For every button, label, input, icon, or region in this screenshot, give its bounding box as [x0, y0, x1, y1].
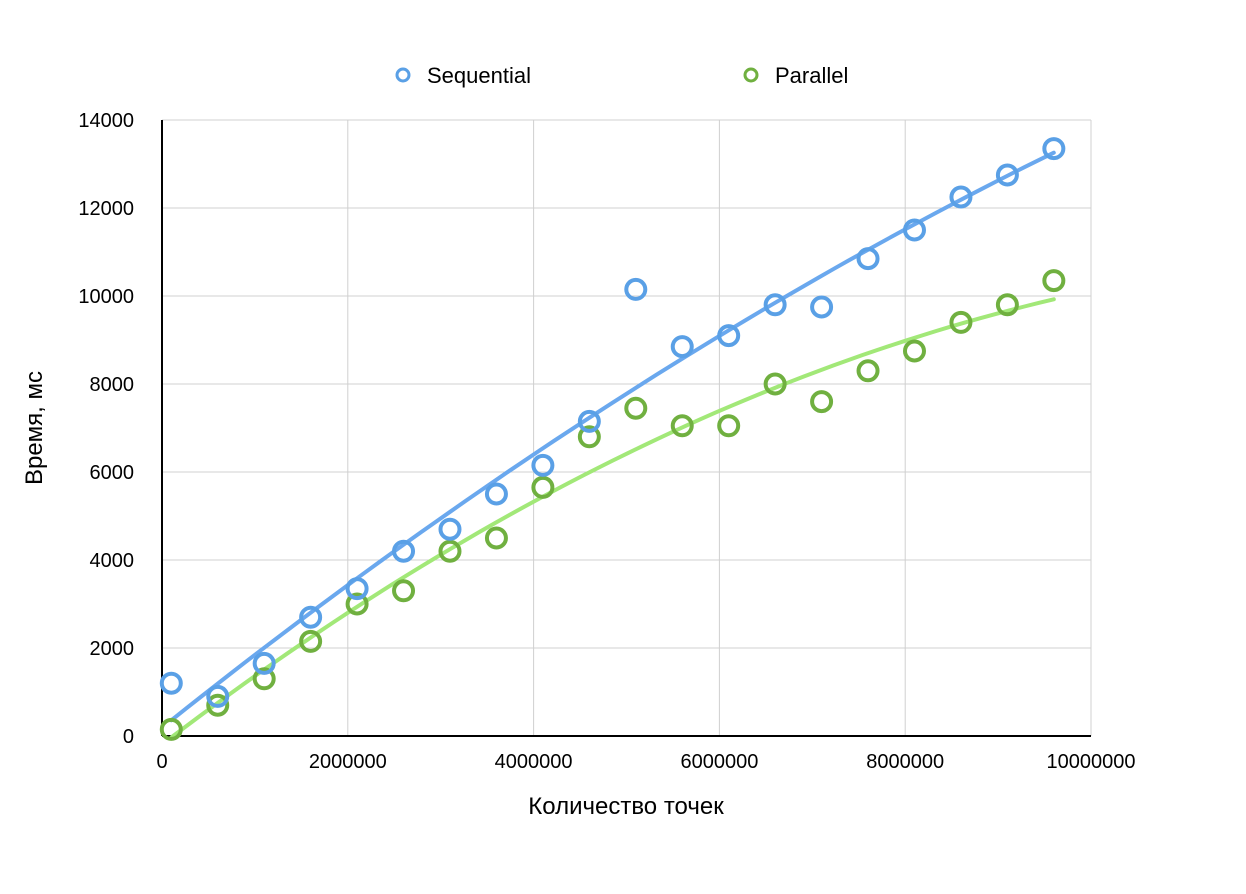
point-parallel — [1042, 269, 1066, 293]
x-tick-label: 4000000 — [495, 751, 573, 773]
point-sequential — [531, 453, 555, 477]
y-tick-labels: 0 2000 4000 6000 8000 10000 12000 14000 — [78, 110, 134, 748]
point-sequential — [624, 277, 648, 301]
x-tick-label: 8000000 — [866, 751, 944, 773]
legend-marker-parallel — [743, 67, 759, 83]
point-sequential — [902, 218, 926, 242]
point-sequential — [484, 482, 508, 506]
legend-label-sequential: Sequential — [427, 63, 531, 88]
point-sequential — [856, 247, 880, 271]
point-parallel — [392, 579, 416, 603]
point-parallel — [577, 425, 601, 449]
legend: Sequential Parallel — [395, 63, 848, 88]
y-axis-title: Время, мс — [21, 371, 48, 485]
y-tick-label: 8000 — [90, 374, 135, 396]
point-parallel — [624, 396, 648, 420]
point-parallel — [810, 390, 834, 414]
point-sequential — [670, 335, 694, 359]
y-tick-label: 0 — [123, 726, 134, 748]
y-tick-label: 14000 — [78, 110, 134, 132]
point-sequential — [438, 517, 462, 541]
point-sequential — [345, 577, 369, 601]
point-sequential — [252, 651, 276, 675]
point-parallel — [252, 667, 276, 691]
x-tick-labels: 0 2000000 4000000 6000000 8000000 10000000 — [156, 751, 1135, 773]
x-tick-label: 0 — [156, 751, 167, 773]
point-sequential — [949, 185, 973, 209]
data-points — [159, 137, 1066, 741]
point-parallel — [484, 526, 508, 550]
point-parallel — [902, 339, 926, 363]
point-sequential — [159, 671, 183, 695]
point-sequential — [299, 605, 323, 629]
trendline-parallel — [169, 297, 1056, 740]
point-parallel — [763, 372, 787, 396]
y-tick-label: 2000 — [90, 638, 135, 660]
point-parallel — [206, 693, 230, 717]
y-tick-label: 10000 — [78, 286, 134, 308]
x-tick-label: 6000000 — [680, 751, 758, 773]
x-axis-title: Количество точек — [528, 793, 724, 820]
legend-marker-sequential — [395, 67, 411, 83]
legend-label-parallel: Parallel — [775, 63, 848, 88]
x-tick-label: 10000000 — [1047, 751, 1136, 773]
point-parallel — [438, 539, 462, 563]
point-sequential — [717, 324, 741, 348]
axes — [161, 120, 1091, 737]
point-parallel — [299, 629, 323, 653]
point-parallel — [159, 717, 183, 741]
point-sequential — [1042, 137, 1066, 161]
x-tick-label: 2000000 — [309, 751, 387, 773]
point-parallel — [531, 475, 555, 499]
point-parallel — [995, 293, 1019, 317]
point-sequential — [206, 684, 230, 708]
point-sequential — [810, 295, 834, 319]
point-sequential — [995, 163, 1019, 187]
point-sequential — [763, 293, 787, 317]
point-parallel — [670, 414, 694, 438]
y-tick-label: 12000 — [78, 198, 134, 220]
point-parallel — [345, 592, 369, 616]
point-parallel — [856, 359, 880, 383]
point-sequential — [392, 539, 416, 563]
point-parallel — [717, 414, 741, 438]
y-tick-label: 4000 — [90, 550, 135, 572]
point-sequential — [577, 409, 601, 433]
point-parallel — [949, 310, 973, 334]
y-tick-label: 6000 — [90, 462, 135, 484]
